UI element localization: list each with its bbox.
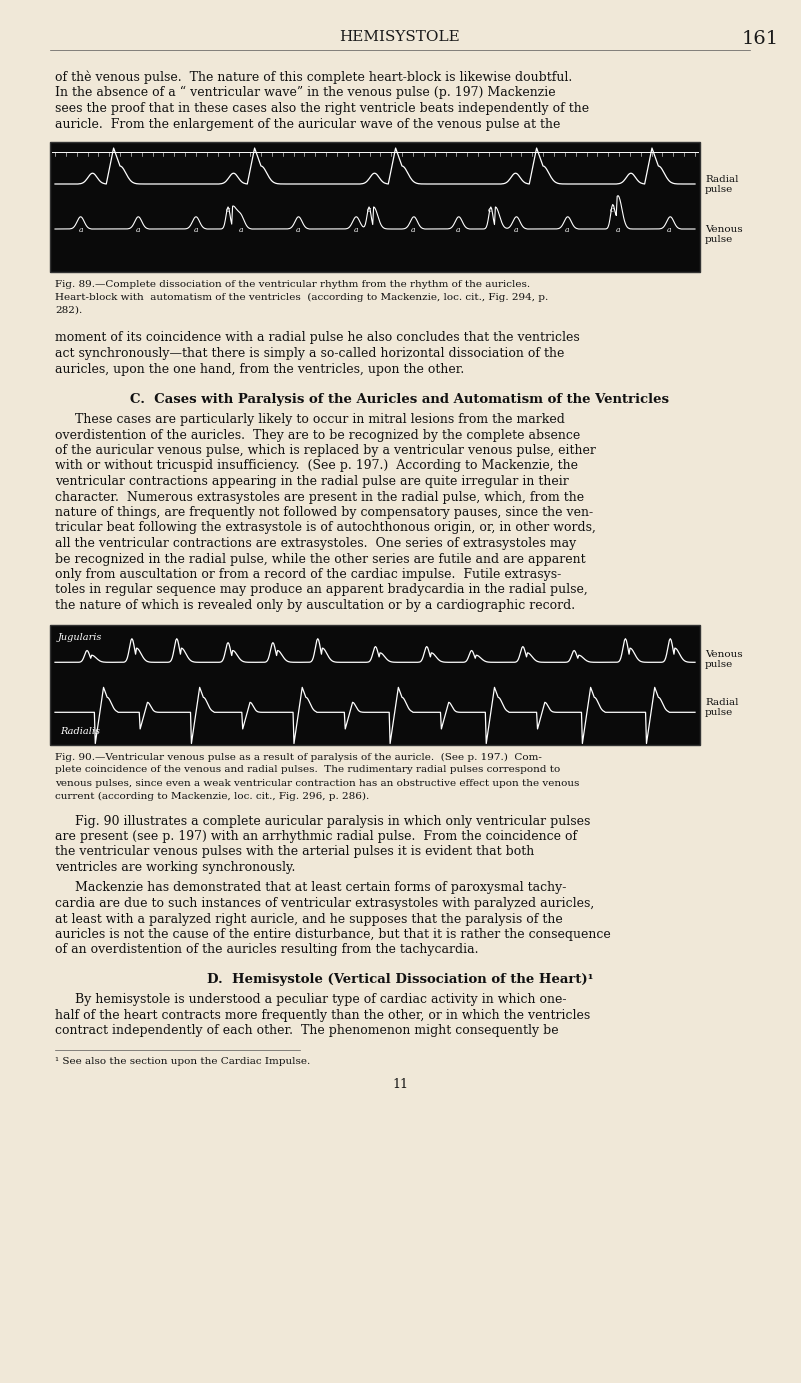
Text: c: c — [367, 206, 371, 214]
Text: ventricles are working synchronously.: ventricles are working synchronously. — [55, 862, 296, 874]
Text: Radialis: Radialis — [60, 727, 100, 737]
Text: a: a — [239, 225, 243, 234]
Text: of the auricular venous pulse, which is replaced by a ventricular venous pulse, : of the auricular venous pulse, which is … — [55, 444, 596, 456]
Text: a: a — [78, 225, 83, 234]
Text: act synchronously—that there is simply a so-called horizontal dissociation of th: act synchronously—that there is simply a… — [55, 347, 565, 360]
Text: overdistention of the auricles.  They are to be recognized by the complete absen: overdistention of the auricles. They are… — [55, 429, 580, 441]
Text: all the ventricular contractions are extrasystoles.  One series of extrasystoles: all the ventricular contractions are ext… — [55, 537, 576, 550]
Text: plete coincidence of the venous and radial pulses.  The rudimentary radial pulse: plete coincidence of the venous and radi… — [55, 766, 560, 774]
Text: at least with a paralyzed right auricle, and he supposes that the paralysis of t: at least with a paralyzed right auricle,… — [55, 913, 563, 925]
Text: a: a — [296, 225, 300, 234]
Text: the ventricular venous pulses with the arterial pulses it is evident that both: the ventricular venous pulses with the a… — [55, 845, 534, 859]
Text: a: a — [353, 225, 358, 234]
Text: In the absence of a “ ventricular wave” in the venous pulse (p. 197) Mackenzie: In the absence of a “ ventricular wave” … — [55, 86, 556, 100]
Text: 161: 161 — [742, 30, 779, 48]
Text: pulse: pulse — [705, 235, 733, 245]
Text: Mackenzie has demonstrated that at least certain forms of paroxysmal tachy-: Mackenzie has demonstrated that at least… — [75, 881, 566, 895]
Text: Venous: Venous — [705, 650, 743, 660]
Text: By hemisystole is understood a peculiar type of cardiac activity in which one-: By hemisystole is understood a peculiar … — [75, 993, 566, 1005]
Text: c: c — [488, 206, 493, 214]
Text: auricle.  From the enlargement of the auricular wave of the venous pulse at the: auricle. From the enlargement of the aur… — [55, 118, 561, 131]
Text: ¹ See also the section upon the Cardiac Impulse.: ¹ See also the section upon the Cardiac … — [55, 1058, 310, 1066]
Text: a: a — [136, 225, 140, 234]
Text: Radial: Radial — [705, 698, 739, 707]
Text: 11: 11 — [392, 1077, 408, 1091]
Text: are present (see p. 197) with an arrhythmic radial pulse.  From the coincidence : are present (see p. 197) with an arrhyth… — [55, 830, 578, 844]
Text: moment of its coincidence with a radial pulse he also concludes that the ventric: moment of its coincidence with a radial … — [55, 331, 580, 344]
Bar — [50, 625, 700, 744]
Text: ventricular contractions appearing in the radial pulse are quite irregular in th: ventricular contractions appearing in th… — [55, 474, 569, 488]
Bar — [50, 142, 700, 272]
Text: the nature of which is revealed only by auscultation or by a cardiographic recor: the nature of which is revealed only by … — [55, 599, 575, 613]
Text: Fig. 90.—Ventricular venous pulse as a result of paralysis of the auricle.  (See: Fig. 90.—Ventricular venous pulse as a r… — [55, 752, 541, 762]
Text: sees the proof that in these cases also the right ventricle beats independently : sees the proof that in these cases also … — [55, 102, 589, 115]
Text: pulse: pulse — [705, 708, 733, 716]
Text: 282).: 282). — [55, 306, 83, 315]
Text: a: a — [667, 225, 672, 234]
Text: HEMISYSTOLE: HEMISYSTOLE — [340, 30, 461, 44]
Text: contract independently of each other.  The phenomenon might consequently be: contract independently of each other. Th… — [55, 1023, 558, 1037]
Text: c: c — [610, 206, 614, 214]
Text: Jugularis: Jugularis — [58, 632, 103, 642]
Text: toles in regular sequence may produce an apparent bradycardia in the radial puls: toles in regular sequence may produce an… — [55, 584, 588, 596]
Text: a: a — [194, 225, 198, 234]
Text: nature of things, are frequently not followed by compensatory pauses, since the : nature of things, are frequently not fol… — [55, 506, 593, 519]
Text: character.  Numerous extrasystoles are present in the radial pulse, which, from : character. Numerous extrasystoles are pr… — [55, 491, 584, 503]
Text: a: a — [513, 225, 518, 234]
Text: D.  Hemisystole (Vertical Dissociation of the Heart)¹: D. Hemisystole (Vertical Dissociation of… — [207, 974, 594, 986]
Text: Fig. 89.—Complete dissociation of the ventricular rhythm from the rhythm of the : Fig. 89.—Complete dissociation of the ve… — [55, 279, 530, 289]
Text: C.  Cases with Paralysis of the Auricles and Automatism of the Ventricles: C. Cases with Paralysis of the Auricles … — [131, 393, 670, 407]
Text: be recognized in the radial pulse, while the other series are futile and are app: be recognized in the radial pulse, while… — [55, 552, 586, 566]
Text: a: a — [411, 225, 416, 234]
Text: Heart-block with  automatism of the ventricles  (according to Mackenzie, loc. ci: Heart-block with automatism of the ventr… — [55, 293, 548, 301]
Text: a: a — [456, 225, 461, 234]
Text: a: a — [565, 225, 570, 234]
Text: of an overdistention of the auricles resulting from the tachycardia.: of an overdistention of the auricles res… — [55, 943, 478, 957]
Text: auricles, upon the one hand, from the ventricles, upon the other.: auricles, upon the one hand, from the ve… — [55, 362, 465, 376]
Text: Fig. 90 illustrates a complete auricular paralysis in which only ventricular pul: Fig. 90 illustrates a complete auricular… — [75, 815, 590, 827]
Text: These cases are particularly likely to occur in mitral lesions from the marked: These cases are particularly likely to o… — [75, 414, 565, 426]
Text: only from auscultation or from a record of the cardiac impulse.  Futile extrasys: only from auscultation or from a record … — [55, 568, 562, 581]
Text: pulse: pulse — [705, 185, 733, 195]
Text: with or without tricuspid insufficiency.  (See p. 197.)  According to Mackenzie,: with or without tricuspid insufficiency.… — [55, 459, 578, 473]
Text: Venous: Venous — [705, 225, 743, 235]
Text: a: a — [616, 225, 621, 234]
Text: cardia are due to such instances of ventricular extrasystoles with paralyzed aur: cardia are due to such instances of vent… — [55, 898, 594, 910]
Text: pulse: pulse — [705, 660, 733, 669]
Text: Radial: Radial — [705, 176, 739, 184]
Text: c: c — [226, 206, 230, 214]
Text: current (according to Mackenzie, loc. cit., Fig. 296, p. 286).: current (according to Mackenzie, loc. ci… — [55, 791, 369, 801]
Text: auricles is not the cause of the entire disturbance, but that it is rather the c: auricles is not the cause of the entire … — [55, 928, 610, 940]
Text: venous pulses, since even a weak ventricular contraction has an obstructive effe: venous pulses, since even a weak ventric… — [55, 779, 579, 787]
Text: tricular beat following the extrasystole is of autochthonous origin, or, in othe: tricular beat following the extrasystole… — [55, 521, 596, 534]
Text: half of the heart contracts more frequently than the other, or in which the vent: half of the heart contracts more frequen… — [55, 1008, 590, 1022]
Text: of thè venous pulse.  The nature of this complete heart-block is likewise doubt: of thè venous pulse. The nature of this… — [55, 71, 572, 83]
